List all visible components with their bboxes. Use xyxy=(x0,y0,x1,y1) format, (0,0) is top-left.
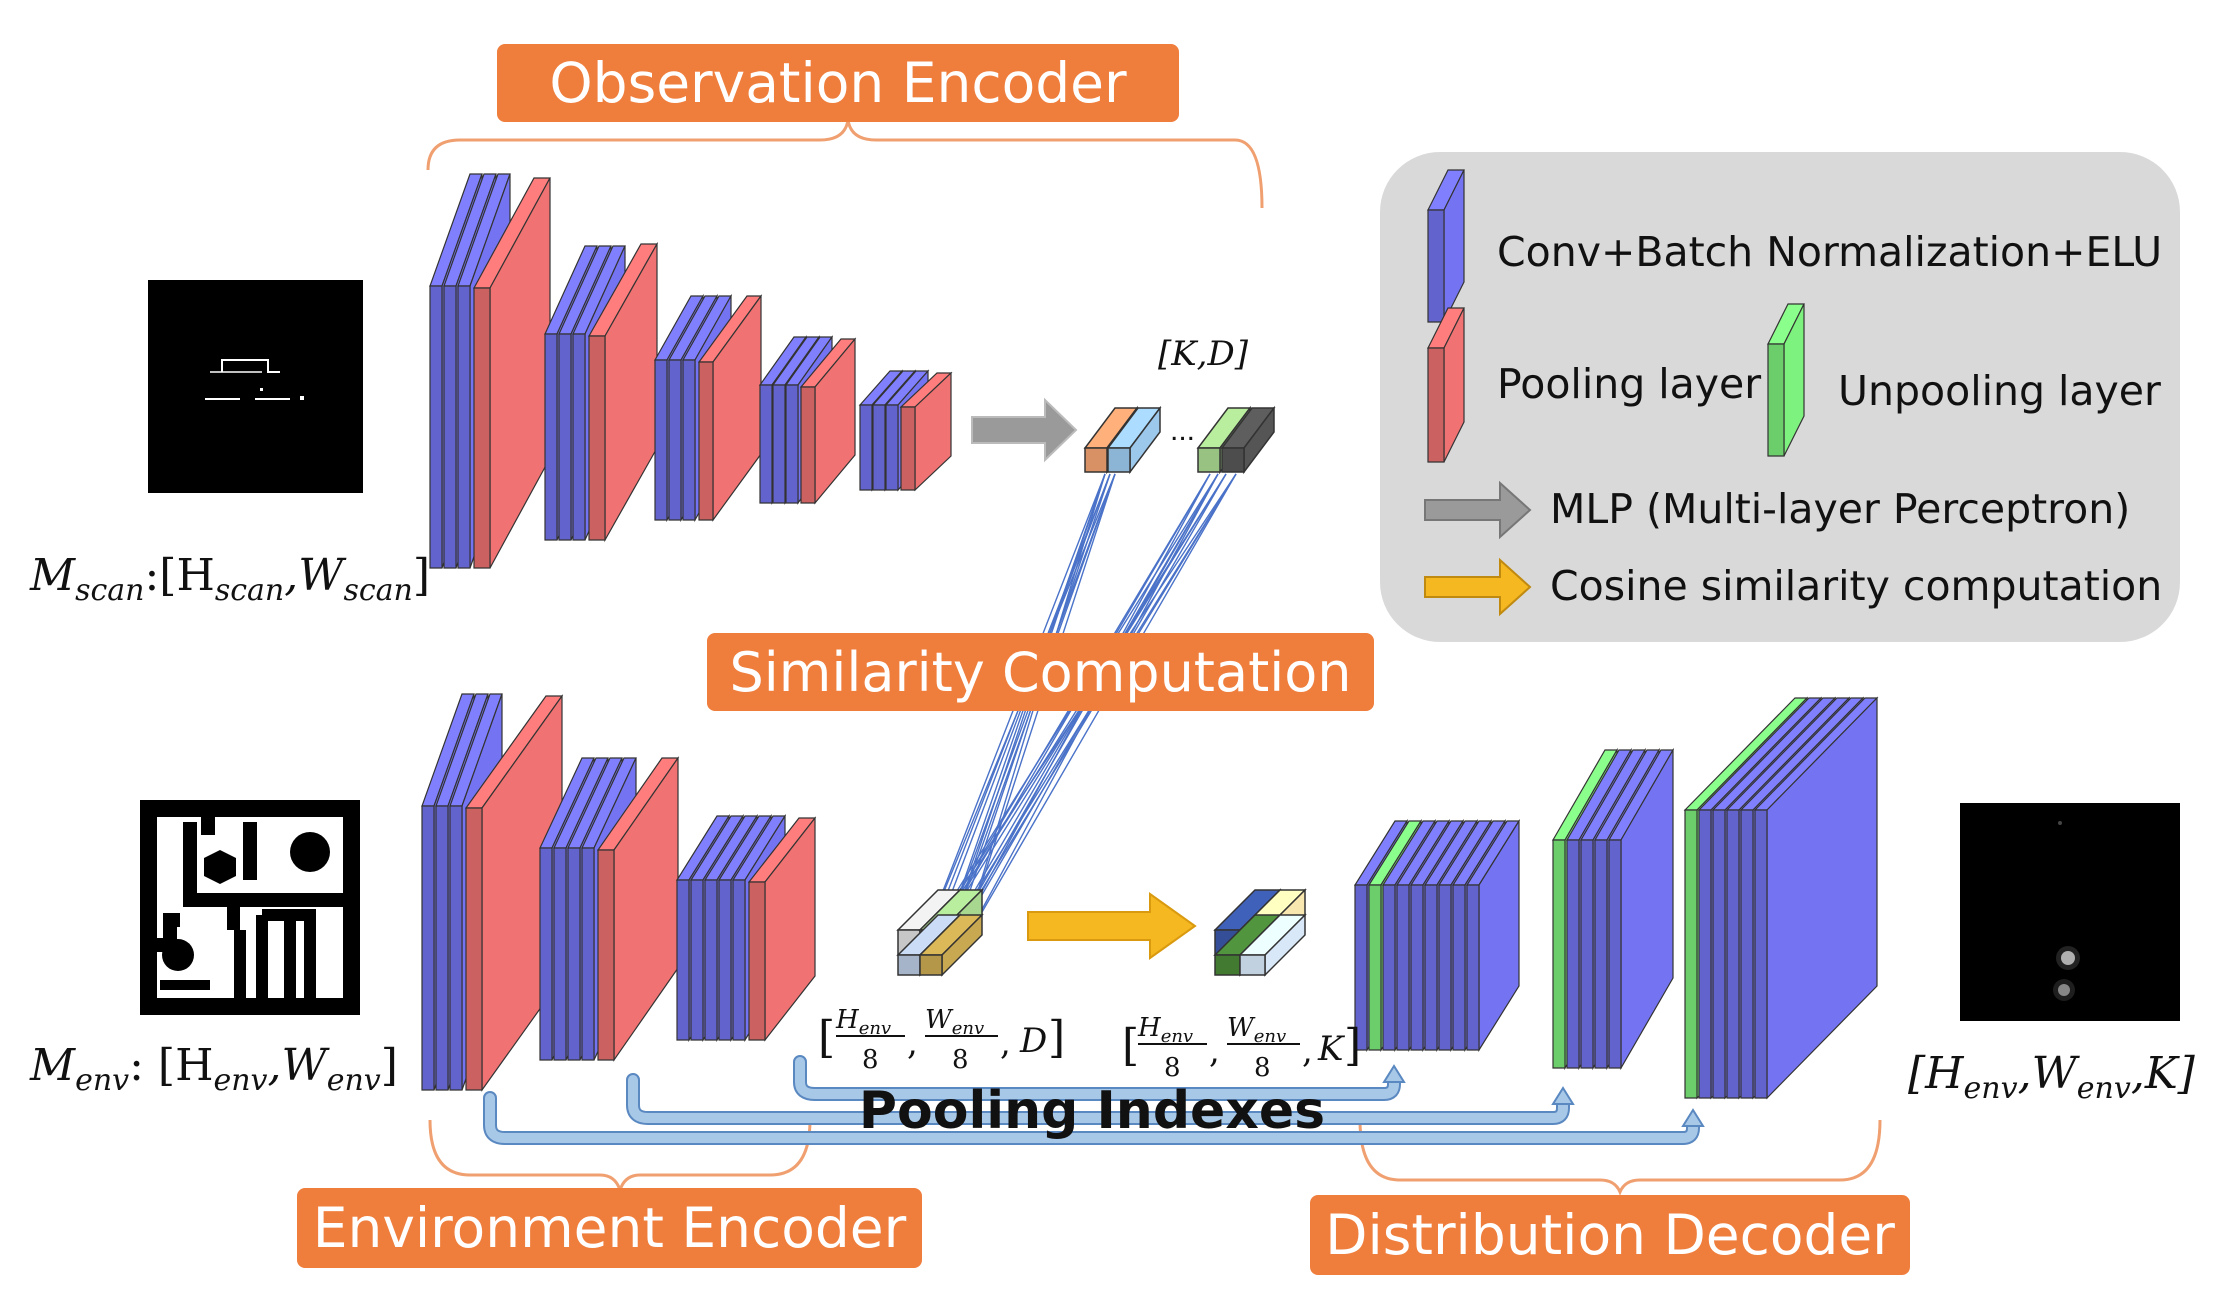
legend-unpooling-label: Unpooling layer xyxy=(1838,367,2161,415)
scan-input-label: Mscan:[Hscan,Wscan] xyxy=(29,550,430,608)
svg-text:]: ] xyxy=(1048,1012,1065,1063)
environment-input-image xyxy=(140,800,360,1015)
legend-conv-icon xyxy=(1427,169,1465,323)
env-feature-cube xyxy=(918,913,984,977)
feature-cubes xyxy=(896,405,1307,977)
pooling-layer xyxy=(472,177,552,569)
legend-mlp-label: MLP (Multi-layer Perceptron) xyxy=(1550,485,2130,533)
observation-encoder-layers xyxy=(429,173,953,569)
legend-pooling-label: Pooling layer xyxy=(1497,360,1761,408)
similarity-link xyxy=(929,473,1111,951)
legend-unpooling-icon xyxy=(1767,303,1805,457)
svg-text:,: , xyxy=(1000,1023,1011,1063)
distribution-decoder-layers xyxy=(1353,696,1879,1100)
similarity-link xyxy=(919,473,1116,951)
embedding-vector-cube xyxy=(1106,405,1162,475)
output-label: [Henv,Wenv,K] xyxy=(1908,1048,2196,1106)
env-input-label: Menv: [Henv,Wenv] xyxy=(29,1040,398,1098)
svg-text:K: K xyxy=(1317,1029,1346,1069)
conv-layer xyxy=(1753,696,1879,1100)
pooling-indexes-label: Pooling Indexes xyxy=(859,1081,1325,1141)
environment-encoder-layers xyxy=(421,693,817,1092)
dim-d-label: [ Henv 8 , Wenv 8 , D ] xyxy=(818,1005,1065,1075)
distribution-decoder-title: Distribution Decoder xyxy=(1310,1195,1910,1275)
similarity-link xyxy=(919,473,1237,951)
svg-text:8: 8 xyxy=(862,1045,879,1075)
legend-cosine-label: Cosine similarity computation xyxy=(1550,562,2162,610)
pooling-layer xyxy=(899,371,953,492)
environment-encoder-title: Environment Encoder xyxy=(297,1188,922,1268)
svg-text:]: ] xyxy=(1344,1020,1361,1071)
svg-text:Henv: Henv xyxy=(835,1005,891,1039)
similarity-link xyxy=(939,473,1237,951)
pooling-layer xyxy=(596,756,680,1062)
svg-text:Wenv: Wenv xyxy=(1227,1013,1286,1047)
output-distribution-image xyxy=(1960,803,2180,1021)
legend-mlp-arrow-icon xyxy=(1424,480,1532,540)
ellipsis-label: ... xyxy=(1170,414,1195,447)
svg-text:,: , xyxy=(907,1023,918,1063)
pooling-layer xyxy=(799,337,857,505)
pooling-index-arrows xyxy=(483,1055,1705,1145)
legend-cosine-arrow-icon xyxy=(1424,557,1532,617)
svg-text:[: [ xyxy=(818,1012,835,1063)
similarity-link xyxy=(944,473,1219,951)
conv-layer xyxy=(1465,818,1521,1053)
svg-text:8: 8 xyxy=(1254,1053,1271,1083)
svg-text:[: [ xyxy=(1122,1020,1139,1071)
similarity-map-cube xyxy=(1238,913,1307,977)
similarity-link xyxy=(919,473,1106,951)
scan-input-image xyxy=(148,280,363,493)
similarity-link xyxy=(924,473,1227,951)
svg-text:D: D xyxy=(1019,1021,1047,1061)
similarity-link xyxy=(959,473,1219,951)
svg-text:,: , xyxy=(1209,1031,1220,1071)
legend-conv-label: Conv+Batch Normalization+ELU xyxy=(1497,228,2162,276)
similarity-links xyxy=(919,473,1237,951)
svg-text:,: , xyxy=(1302,1031,1313,1071)
svg-text:Wenv: Wenv xyxy=(925,1005,984,1039)
legend-icons xyxy=(1424,169,1805,617)
similarity-link xyxy=(944,473,1237,951)
svg-text:8: 8 xyxy=(952,1045,969,1075)
svg-text:Henv: Henv xyxy=(1137,1013,1193,1047)
similarity-computation-title: Similarity Computation xyxy=(707,633,1374,711)
kd-label: [K,D] xyxy=(1158,334,1249,374)
dim-k-label: [ Henv 8 , Wenv 8 , K ] xyxy=(1122,1013,1361,1083)
similarity-link xyxy=(944,473,1106,951)
mlp-arrow xyxy=(971,397,1078,463)
observation-encoder-title: Observation Encoder xyxy=(497,44,1179,122)
legend-pooling-icon xyxy=(1427,307,1465,463)
similarity-link xyxy=(959,473,1106,951)
similarity-link xyxy=(929,473,1211,951)
similarity-link xyxy=(939,473,1219,951)
similarity-link xyxy=(959,473,1116,951)
similarity-link xyxy=(919,473,1219,951)
distribution-decoder-bracket xyxy=(1358,1119,1882,1196)
similarity-link xyxy=(939,473,1106,951)
svg-text:8: 8 xyxy=(1164,1053,1181,1083)
conv-layer xyxy=(1607,747,1675,1071)
pooling-layer xyxy=(747,816,817,1042)
similarity-link xyxy=(959,473,1237,951)
cosine-arrow xyxy=(1027,892,1197,960)
embedding-vector-cube xyxy=(1220,405,1276,475)
pooling-layer xyxy=(697,294,763,522)
observation-encoder-bracket xyxy=(426,119,1264,209)
